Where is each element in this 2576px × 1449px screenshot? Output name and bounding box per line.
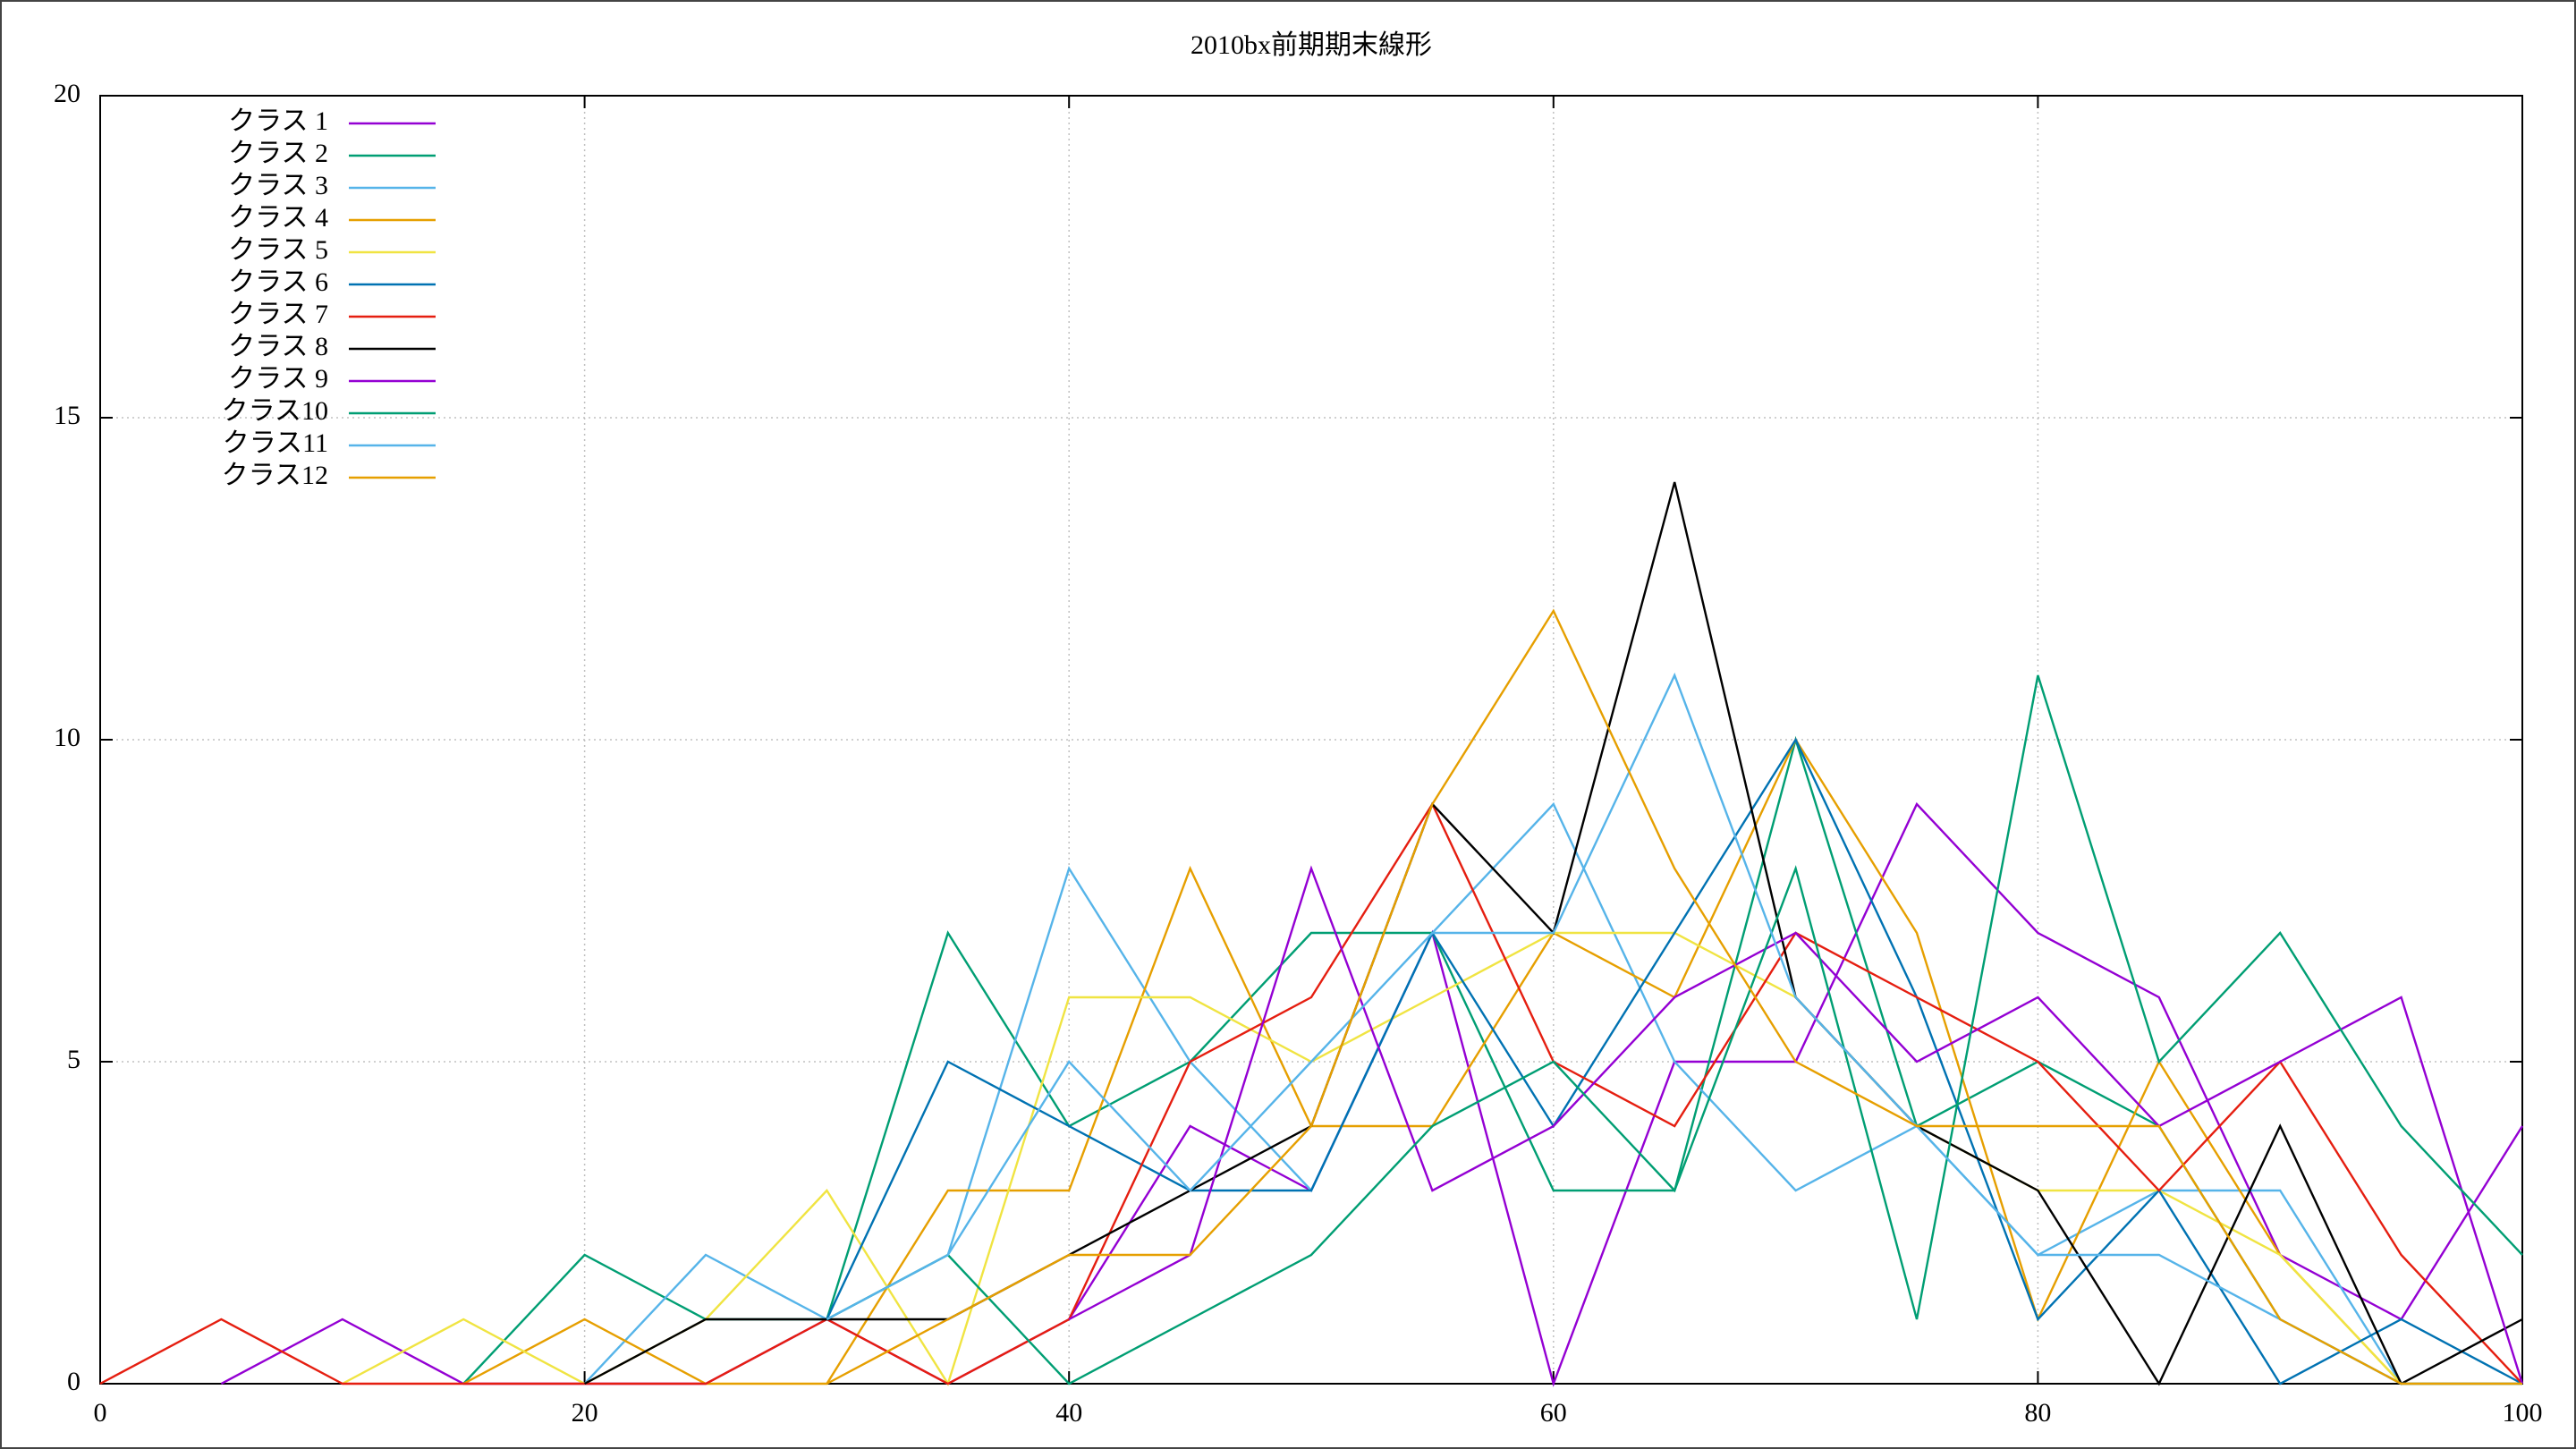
x-tick-label: 60 (1540, 1398, 1567, 1428)
legend-label: クラス 5 (228, 235, 328, 265)
legend-label: クラス10 (222, 396, 328, 426)
x-tick-label: 80 (2024, 1398, 2051, 1428)
series-line (99, 801, 2523, 1385)
series-line (826, 672, 2522, 1385)
series-line (1068, 865, 2524, 1385)
y-tick-label: 15 (54, 401, 80, 430)
series-line (826, 737, 2523, 1385)
x-tick-label: 20 (572, 1398, 598, 1428)
y-tick-label: 5 (67, 1045, 80, 1074)
legend-label: クラス 3 (228, 171, 328, 200)
legend-label: クラス11 (223, 428, 328, 458)
legend-label: クラス 9 (228, 364, 328, 394)
x-tick-label: 100 (2503, 1398, 2543, 1428)
legend-label: クラス 2 (228, 139, 328, 168)
x-tick-label: 40 (1055, 1398, 1082, 1428)
plot-border (99, 95, 2523, 1385)
y-tick-label: 10 (54, 723, 80, 752)
x-tick-label: 0 (94, 1398, 107, 1428)
series-line (826, 608, 2522, 1385)
legend-label: クラス 6 (228, 267, 328, 297)
legend-label: クラス 7 (228, 300, 328, 329)
series-line (826, 674, 2523, 1385)
y-tick-label: 0 (67, 1367, 80, 1396)
y-tick-label: 20 (54, 79, 80, 108)
chart-title: 2010bx前期期末線形 (1191, 30, 1432, 60)
legend-label: クラス12 (222, 461, 328, 490)
legend-label: クラス 4 (228, 203, 328, 233)
legend-label: クラス 1 (228, 106, 328, 136)
legend-label: クラス 8 (228, 332, 328, 361)
